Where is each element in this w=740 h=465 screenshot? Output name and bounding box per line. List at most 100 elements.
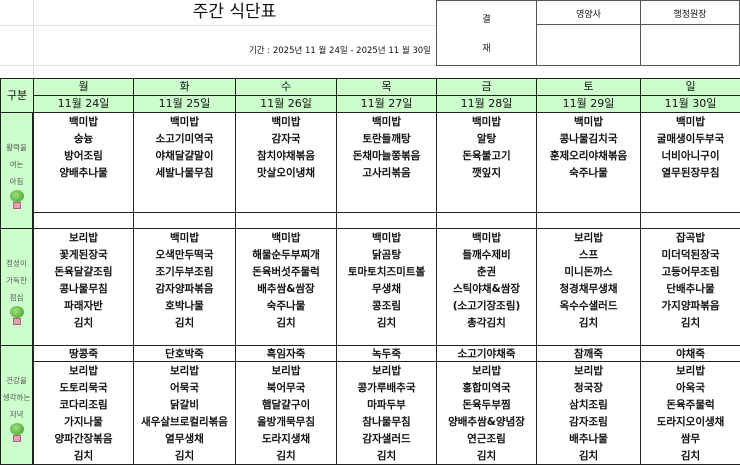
menu-cell-lunch: 잡곡밥 미더덕된장국 고등어무조림 단배추나물 가지양파볶음 김치 xyxy=(640,228,740,346)
menu-item: 스틱야채&쌈장 xyxy=(452,283,521,295)
menu-cell-dinner: 보리밥 홍합미역국 돈육두부찜 양배추쌈&양념장 연근조림 김치 xyxy=(436,361,537,465)
snack-cell: 흑임자죽 xyxy=(235,345,337,362)
day-header: 월 xyxy=(33,78,134,96)
day-header: 일 xyxy=(640,78,740,96)
menu-cell-lunch: 백미밥 닭곰탕 토마토치즈미트볼 무생채 콩조림 김치 xyxy=(336,228,437,346)
signature-box-director[interactable] xyxy=(641,25,739,65)
menu-item: 김치 xyxy=(276,317,296,329)
menu-cell-dinner: 보리밥 북어무국 햄달걀구이 올방개묵무침 도라지생채 김치 xyxy=(235,361,337,465)
menu-item: 조기두부조림 xyxy=(155,266,214,278)
menu-item xyxy=(537,182,640,199)
menu-item xyxy=(236,182,336,199)
menu-item: 보리밥 xyxy=(676,365,705,377)
approval-role-nutritionist: 영양사 xyxy=(576,10,601,20)
menu-item xyxy=(34,182,133,199)
blank-cell xyxy=(640,212,740,229)
menu-item: 어묵국 xyxy=(170,382,199,394)
menu-item: 고등어무조림 xyxy=(661,266,720,278)
menu-cell-dinner: 보리밥 콩가루배추국 마파두부 참나물무침 감자샐러드 김치 xyxy=(336,361,437,465)
menu-cell-dinner: 보리밥 도토리묵국 코다리조림 가지나물 양파간장볶음 김치 xyxy=(33,361,134,465)
menu-cell-breakfast: 백미밥알탕돈육불고기깻잎지김치 xyxy=(436,112,537,229)
menu-item: 콩나물무침 xyxy=(59,283,108,295)
day-header: 수 xyxy=(235,78,337,96)
menu-item: 가지양파볶음 xyxy=(661,300,720,312)
menu-item: 배추나물 xyxy=(569,433,608,445)
menu-item: 알탕 xyxy=(476,133,497,145)
menu-item: 백미밥 xyxy=(676,116,705,128)
menu-item: 백미밥 xyxy=(271,116,301,128)
signature-box-nutritionist[interactable] xyxy=(537,25,640,65)
menu-item: 돈육두부찜 xyxy=(462,399,511,411)
menu-item: 백미밥 xyxy=(372,116,401,128)
menu-item xyxy=(337,182,436,199)
date-header: 11월 28일 xyxy=(436,95,537,113)
menu-item: 도토리묵국 xyxy=(59,382,108,394)
menu-item: 보리밥 xyxy=(574,365,603,377)
menu-cell-lunch: 백미밥 오색만두떡국 조기두부조림 감자양파볶음 호박나물 김치 xyxy=(133,228,236,346)
menu-item: 참나물무침 xyxy=(362,416,411,428)
menu-item: 미니돈까스 xyxy=(564,266,613,278)
approval-label-top: 결 xyxy=(482,15,491,25)
menu-item: 쌈무 xyxy=(680,433,701,445)
blank-cell xyxy=(436,212,537,229)
menu-item: (소고기장조림) xyxy=(452,300,521,312)
menu-item: 김치 xyxy=(276,450,296,462)
menu-item: 들깨수제비 xyxy=(462,249,511,261)
menu-cell-breakfast: 백미밥콩나물김치국훈제오리야채볶음숙주나물김치 xyxy=(536,112,641,229)
menu-item: 청국장 xyxy=(574,382,603,394)
menu-item: 방어조림 xyxy=(64,150,103,162)
menu-item: 열무된장무침 xyxy=(661,167,720,179)
menu-cell-lunch: 백미밥 해물순두부찌개 돈육버섯주물럭 배추쌈&쌈장 숙주나물 김치 xyxy=(235,228,337,346)
menu-item: 보리밥 xyxy=(472,365,501,377)
menu-item: 김치 xyxy=(680,317,701,329)
plant-icon xyxy=(9,190,25,210)
menu-item: 감자양파볶음 xyxy=(155,283,214,295)
menu-cell-breakfast: 백미밥토란들깨탕돈채마늘쫑볶음고사리볶음김치 xyxy=(336,112,437,229)
menu-item: 백미밥 xyxy=(69,116,98,128)
menu-item: 김치 xyxy=(376,317,397,329)
menu-item: 소고기미역국 xyxy=(155,133,214,145)
blank-cell xyxy=(33,212,134,229)
approval-role-director: 행정원장 xyxy=(673,10,707,20)
menu-item: 김치 xyxy=(680,450,701,462)
menu-item: 무생채 xyxy=(372,283,401,295)
menu-item: 감자국 xyxy=(271,133,301,145)
menu-item: 도라지생채 xyxy=(261,433,311,445)
menu-item: 마파두부 xyxy=(367,399,406,411)
menu-item: 토마토치즈미트볼 xyxy=(347,266,426,278)
menu-item: 너비아니구이 xyxy=(661,150,720,162)
menu-item: 숙주나물 xyxy=(266,300,306,312)
menu-item: 북어무국 xyxy=(266,382,306,394)
date-header: 11월 26일 xyxy=(235,95,337,113)
menu-item: 코다리조림 xyxy=(59,399,108,411)
menu-cell-dinner: 보리밥 아욱국 돈육주물럭 도라지오이생채 쌈무 김치 xyxy=(640,361,740,465)
menu-item: 토란들깨탕 xyxy=(362,133,411,145)
approval-box: 결 재 영양사 행정원장 xyxy=(436,0,740,66)
page-title: 주간 식단표 xyxy=(192,2,277,22)
date-header: 11월 25일 xyxy=(133,95,236,113)
menu-item: 보리밥 xyxy=(170,365,199,377)
menu-item: 숙주나물 xyxy=(569,167,608,179)
period-text: 기간 : 2025년 11 월 24일 - 2025년 11 월 30일 xyxy=(248,46,431,56)
menu-item: 닭갈비 xyxy=(170,399,199,411)
menu-item: 호박나물 xyxy=(165,300,204,312)
snack-cell: 녹두죽 xyxy=(336,345,437,362)
menu-item: 김치 xyxy=(578,317,599,329)
snack-cell: 야채죽 xyxy=(640,345,740,362)
meal-label-text: 건강을 xyxy=(6,376,27,385)
menu-cell-breakfast: 백미밥숭늉방어조림양배추나물김치 xyxy=(33,112,134,229)
menu-item: 김치 xyxy=(73,317,94,329)
menu-item: 백미밥 xyxy=(170,232,199,244)
menu-item: 보리밥 xyxy=(69,232,98,244)
menu-item: 백미밥 xyxy=(170,116,199,128)
meal-label-text: 여는 xyxy=(9,160,24,169)
menu-cell-lunch: 보리밥 스프 미니돈까스 청경채무생채 옥수수샐러드 김치 xyxy=(536,228,641,346)
plant-icon xyxy=(9,423,25,443)
menu-item: 보리밥 xyxy=(69,365,98,377)
category-header: 구분 xyxy=(0,78,34,113)
menu-item: 파래자반 xyxy=(64,300,103,312)
menu-item: 총각김치 xyxy=(467,317,506,329)
date-header: 11월 27일 xyxy=(336,95,437,113)
meal-label-text: 활력을 xyxy=(6,143,27,152)
menu-item: 삼치조림 xyxy=(569,399,608,411)
